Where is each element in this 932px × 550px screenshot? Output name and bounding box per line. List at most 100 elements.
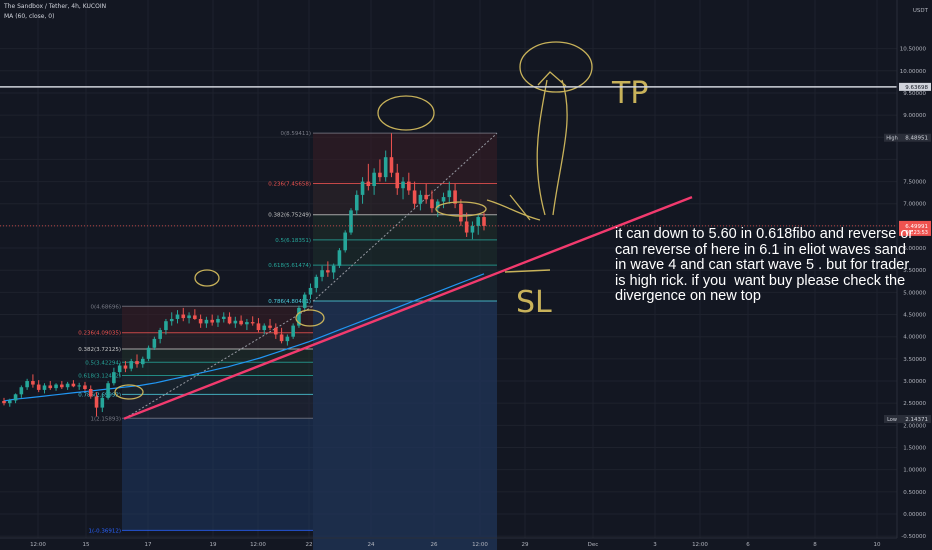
candle-body: [123, 365, 128, 369]
time-tick-label: 26: [431, 542, 438, 548]
fib-zone-band: [313, 265, 497, 302]
candle-body: [210, 319, 214, 323]
candle-body: [441, 197, 446, 202]
price-tick-label: 4.00000: [903, 335, 926, 341]
candle-body: [395, 172, 400, 189]
highlight-circle: [435, 201, 487, 217]
candle-body: [71, 383, 76, 387]
candle-body: [31, 381, 35, 385]
fib-extension-zone: [313, 301, 497, 550]
symbol-title[interactable]: The Sandbox / Tether, 4h, KUCOIN: [4, 3, 107, 10]
time-tick-label: 24: [368, 542, 375, 548]
fib-level-label: 0.5(6.18351): [275, 238, 311, 244]
candle-body: [459, 203, 463, 222]
candle-body: [320, 270, 324, 277]
candle-body: [250, 322, 255, 324]
fib-trend-dashed: [124, 305, 314, 419]
candle-body: [152, 338, 157, 348]
currency-label: USDT: [913, 8, 929, 14]
candlestick-series[interactable]: [2, 133, 486, 417]
price-tick-label: 9.50000: [903, 91, 926, 97]
fib-level-label: 0.236(7.45658): [268, 182, 311, 188]
candle-body: [383, 157, 388, 178]
fib-zone-band: [313, 133, 497, 184]
candle-body: [106, 383, 110, 398]
fib-zone-band: [313, 214, 497, 240]
fib-zone-band: [122, 349, 313, 363]
fib-level-label: 0.618(3.12462): [78, 373, 121, 379]
candle-body: [464, 221, 469, 233]
tp-price-value: 9.63698: [905, 85, 928, 91]
fib-level-label: 0.382(3.72125): [78, 347, 121, 353]
time-tick-label: 17: [145, 542, 152, 548]
time-tick-label: 3: [653, 542, 657, 548]
candle-body: [389, 157, 394, 173]
price-tick-label: 2.00000: [903, 423, 926, 429]
candle-body: [401, 181, 405, 189]
price-tick-label: 10.00000: [900, 69, 927, 75]
time-tick-label: 19: [210, 542, 217, 548]
high-value-text: 8.48951: [905, 136, 928, 142]
candle-body: [453, 190, 457, 204]
candle-body: [77, 385, 81, 387]
pointer-strokes: [486, 194, 541, 221]
candle-body: [476, 217, 481, 226]
candle-body: [274, 327, 278, 335]
low-value-text: 2.14371: [905, 417, 928, 423]
countdown-text: 01:23:53: [906, 230, 928, 236]
candle-body: [343, 232, 348, 251]
sl-mark: [504, 269, 551, 273]
candle-body: [175, 314, 180, 319]
fibonacci-retracements[interactable]: 0(4.68696) 0.236(4.09035) 0.382(3.72125) 0.…: [78, 131, 498, 550]
candle-body: [285, 336, 290, 342]
candle-body: [169, 318, 174, 322]
candle-body: [36, 384, 41, 390]
candle-body: [326, 270, 330, 273]
fib-level-label: 0.786(4.80481): [268, 299, 311, 305]
candle-body: [88, 388, 93, 397]
candle-body: [13, 394, 18, 401]
time-tick-label: 8: [813, 542, 817, 548]
fib-level-label: 0(4.68696): [90, 304, 121, 310]
time-tick-label: 12:00: [472, 542, 488, 548]
candle-body: [83, 385, 87, 389]
fib-level-label: 0.382(6.75249): [268, 213, 311, 219]
candle-body: [129, 361, 134, 369]
fib-level-label: 0.786(2.69992): [78, 392, 121, 398]
fib-level-label: 0.5(3.42294): [85, 360, 121, 366]
target-arrow: [536, 71, 568, 216]
candle-body: [331, 265, 336, 273]
candle-body: [146, 347, 151, 359]
time-tick-label: 22: [306, 542, 313, 548]
time-tick-label: 10: [874, 542, 881, 548]
tp-label: TP: [611, 76, 648, 111]
current-price-value: 6.49991: [905, 224, 928, 230]
price-tick-label: 2.50000: [903, 401, 926, 407]
candle-body: [239, 320, 243, 325]
fib-level-label: 0.236(4.09035): [78, 331, 121, 337]
price-tick-label: 0.00000: [903, 512, 926, 518]
fib-zone-band: [122, 332, 313, 350]
candle-body: [7, 400, 12, 404]
indicator-legend[interactable]: MA (60, close, 0): [4, 13, 55, 20]
candle-body: [256, 323, 261, 331]
moving-average-line: [3, 273, 485, 402]
candle-body: [366, 181, 371, 187]
candle-body: [360, 181, 365, 195]
price-tick-label: 6.00000: [903, 246, 926, 252]
high-tag-text: High: [886, 136, 898, 142]
candle-body: [372, 172, 376, 187]
candle-body: [112, 372, 116, 384]
candle-body: [221, 316, 226, 319]
candle-body: [435, 201, 440, 209]
candle-body: [447, 190, 452, 198]
price-tick-label: 0.50000: [903, 490, 926, 496]
candle-body: [94, 396, 99, 408]
price-tick-label: 9.00000: [903, 113, 926, 119]
candle-body: [65, 383, 70, 388]
high-tag-box: [884, 133, 900, 142]
candle-body: [470, 225, 475, 233]
fib-zone-band: [313, 183, 497, 215]
